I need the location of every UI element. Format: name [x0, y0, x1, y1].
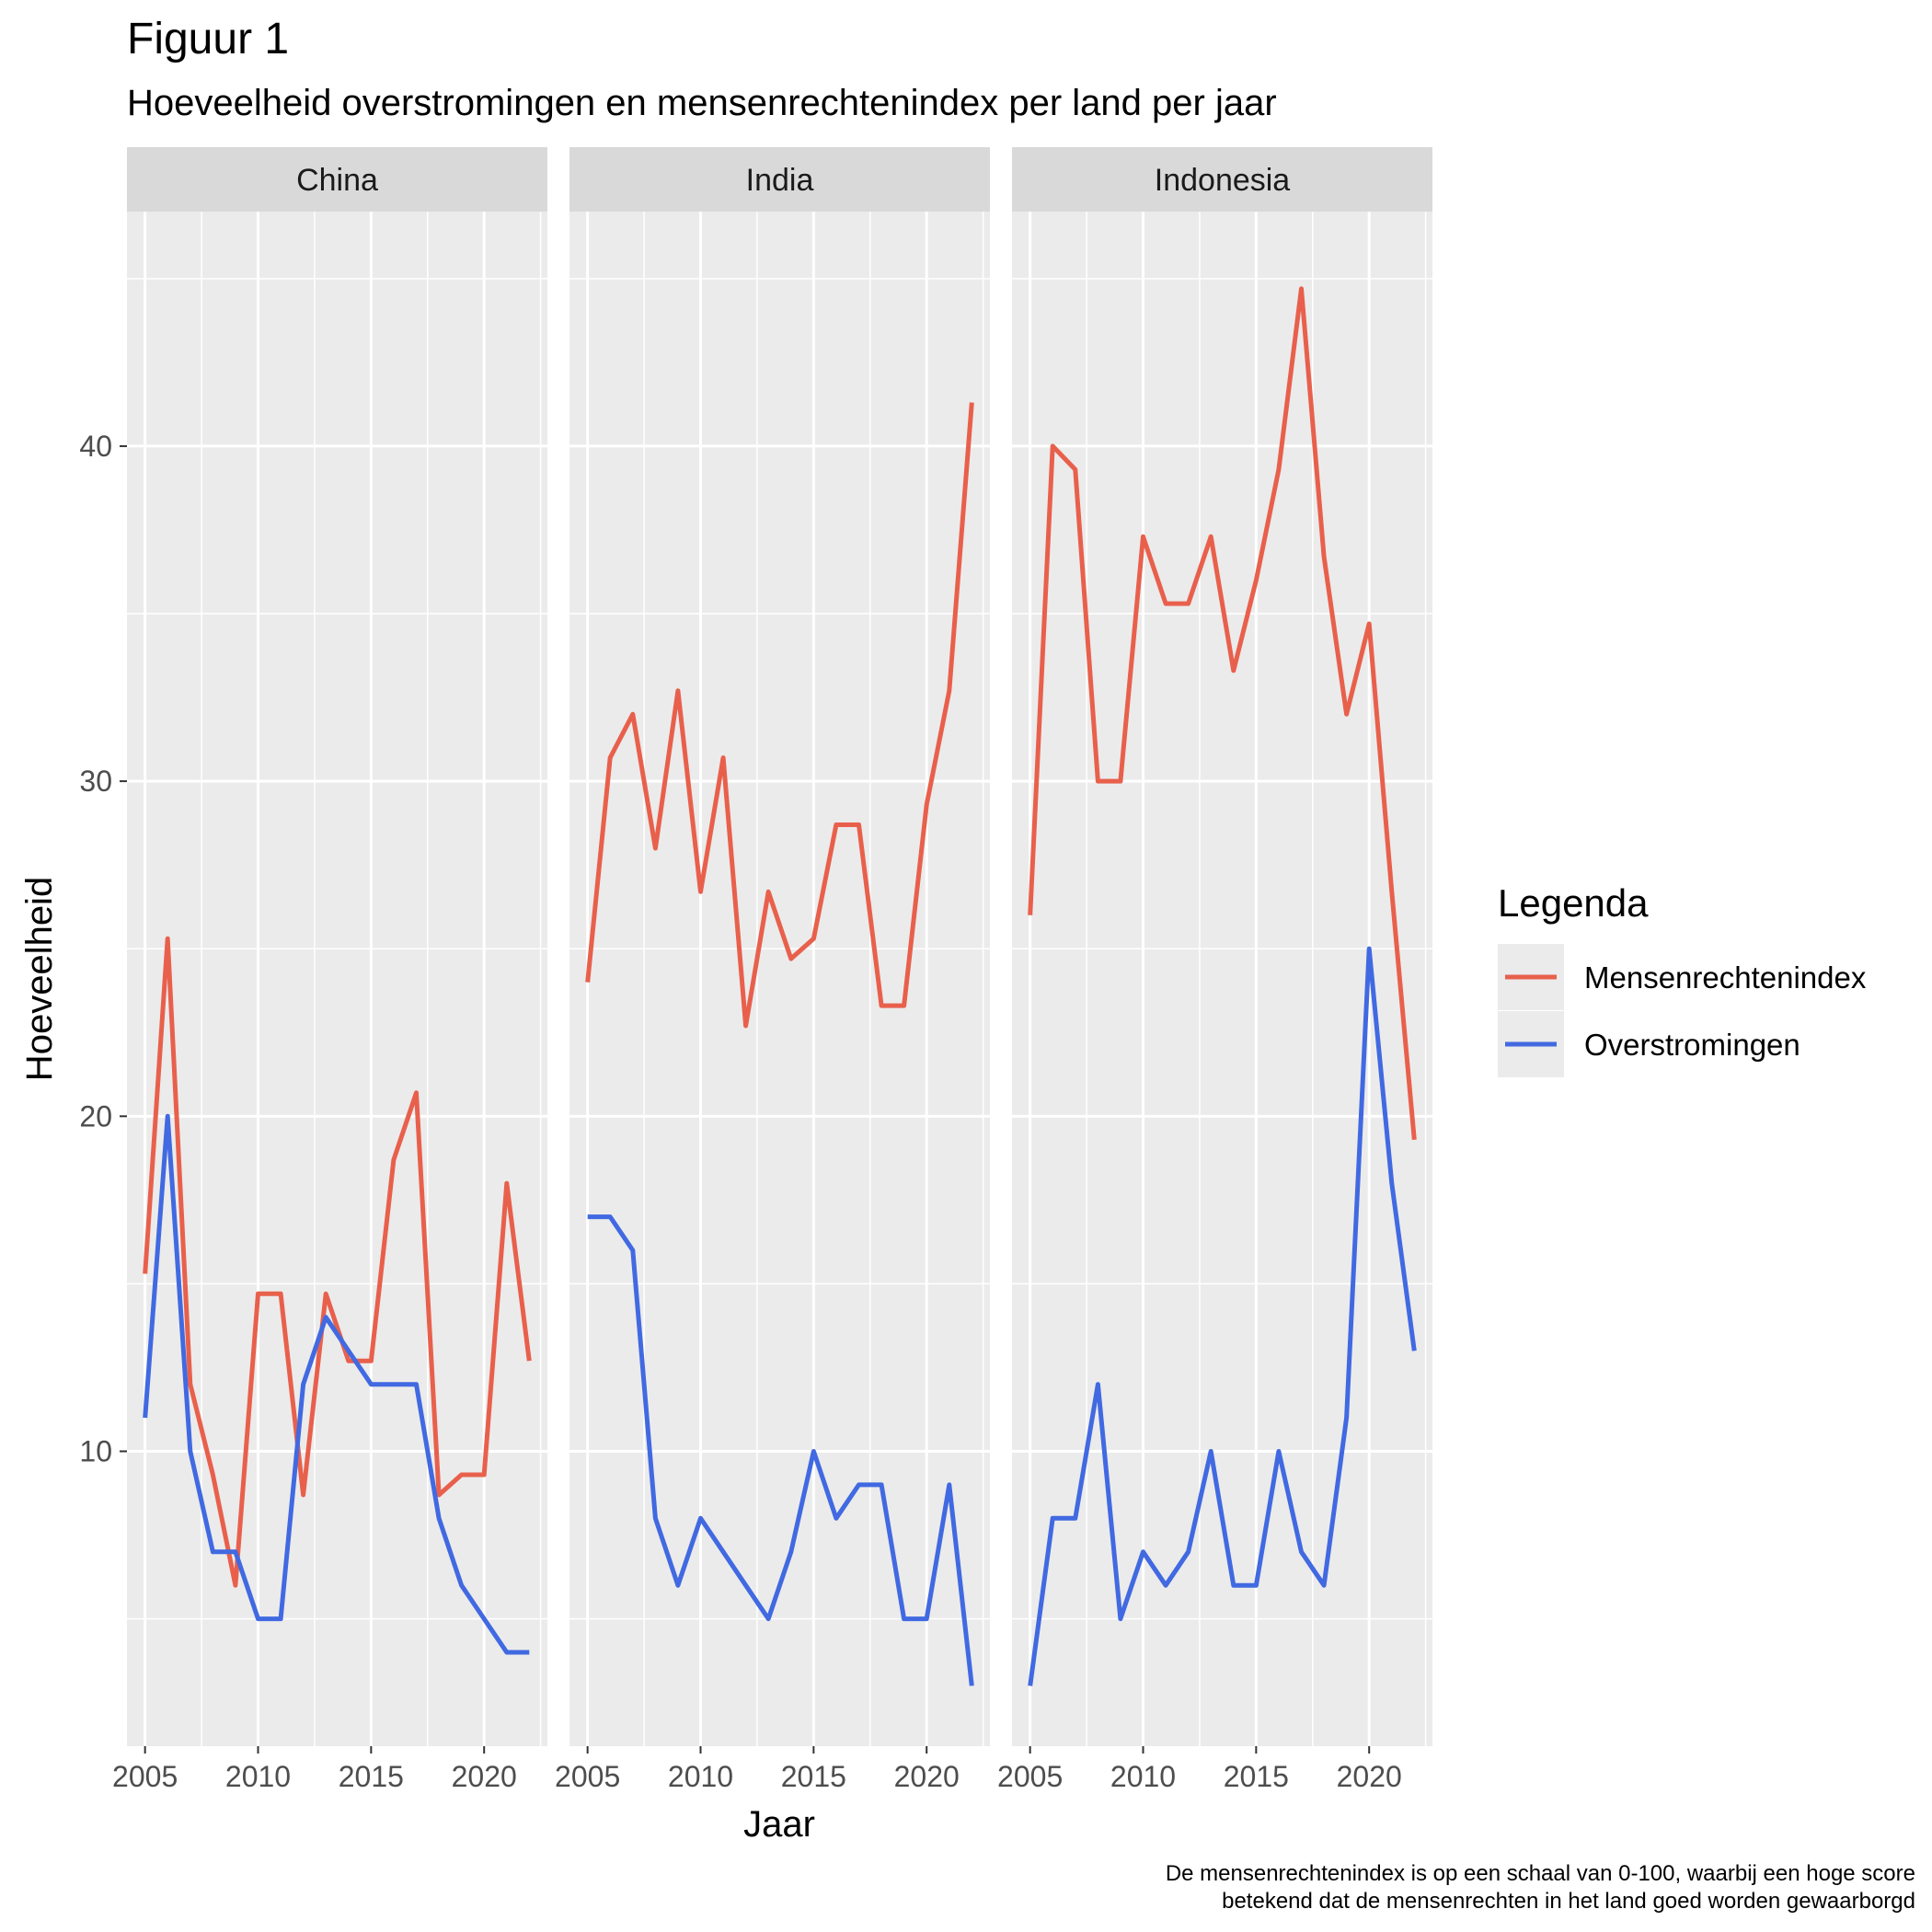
series-line-india-overstromingen	[587, 1214, 974, 1686]
facet-label-indonesia: Indonesia	[1155, 163, 1291, 198]
facet-label-china: China	[296, 163, 378, 198]
legend-title: Legenda	[1498, 881, 1649, 925]
figure-subtitle: Hoeveelheid overstromingen en mensenrech…	[127, 83, 1277, 123]
panel-background-india	[569, 212, 990, 1746]
x-tick-label: 2010	[225, 1760, 291, 1793]
x-tick-label: 2015	[1224, 1760, 1289, 1793]
legend-label-mensenrechtenindex: Mensenrechtenindex	[1584, 960, 1867, 995]
facet-label-india: India	[746, 163, 814, 198]
y-tick-label: 10	[79, 1435, 112, 1468]
x-tick-label: 2010	[668, 1760, 733, 1793]
y-tick-label: 20	[79, 1099, 112, 1133]
series-line-india-mensenrechtenindex	[585, 402, 974, 1029]
caption-line-1: De mensenrechtenindex is op een schaal v…	[1165, 1861, 1915, 1886]
y-axis-title: Hoeveelheid	[19, 877, 60, 1081]
y-tick-label: 40	[79, 430, 112, 463]
x-axis-title: Jaar	[743, 1804, 815, 1845]
x-tick-label: 2005	[555, 1760, 620, 1793]
series-line-indonesia-overstromingen	[1028, 946, 1417, 1686]
x-tick-label: 2020	[894, 1760, 960, 1793]
series-line-china-mensenrechtenindex	[143, 936, 532, 1588]
x-tick-label: 2020	[1337, 1760, 1402, 1793]
caption-line-2: betekend dat de mensenrechten in het lan…	[1222, 1889, 1915, 1914]
x-tick-label: 2005	[997, 1760, 1063, 1793]
facet-strip-india	[569, 147, 990, 212]
y-tick-label: 30	[79, 765, 112, 798]
series-line-china-overstromingen	[143, 1113, 530, 1655]
facet-strip-indonesia	[1012, 147, 1432, 212]
x-tick-label: 2010	[1110, 1760, 1176, 1793]
figure-title: Figuur 1	[127, 15, 290, 63]
x-tick-label: 2015	[339, 1760, 404, 1793]
series-line-indonesia-mensenrechtenindex	[1028, 286, 1417, 1141]
facet-strip-china	[127, 147, 547, 212]
legend-label-overstromingen: Overstromingen	[1584, 1028, 1800, 1062]
x-tick-label: 2020	[452, 1760, 517, 1793]
chart-caption: De mensenrechtenindex is op een schaal v…	[1166, 1860, 1915, 1915]
x-tick-label: 2005	[112, 1760, 178, 1793]
x-tick-label: 2015	[781, 1760, 846, 1793]
